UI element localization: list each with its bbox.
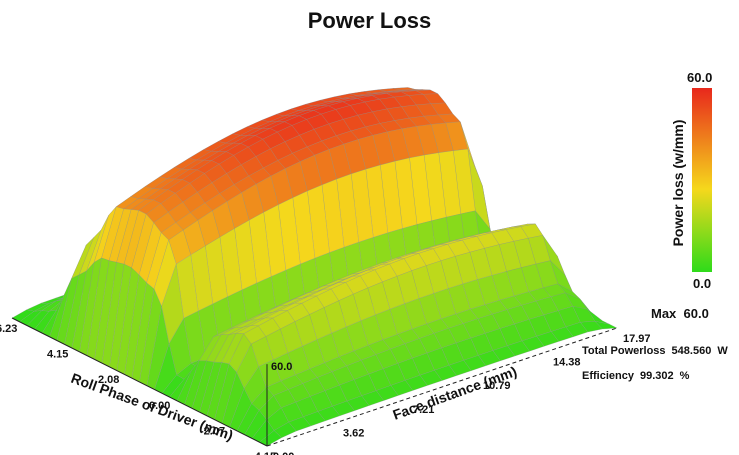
y-tick-label: 7.21 <box>413 404 434 416</box>
colorbar <box>692 88 712 272</box>
colorbar-max-label: 60.0 <box>687 70 713 85</box>
total-powerloss: Total Powerloss 548.560 W <box>582 345 728 357</box>
y-tick-label: 14.38 <box>553 357 581 369</box>
surface-layer <box>11 87 618 447</box>
chart-title: Power Loss <box>307 8 432 33</box>
max-value: 60.0 <box>683 306 709 321</box>
max-label: Max <box>651 306 677 321</box>
colorbar-min-label: 0.0 <box>693 276 712 291</box>
y-tick-label: 0.00 <box>273 451 294 455</box>
x-tick-label: 6.23 <box>0 323 17 335</box>
x-tick-label: 0.00 <box>149 400 170 412</box>
x-axis-line <box>11 317 268 447</box>
y-tick-label: 10.79 <box>483 380 511 392</box>
tick-labels: 6.234.152.080.00-2.07-4.150.003.627.2110… <box>0 323 651 455</box>
max-readout: Max 60.0 <box>651 306 709 321</box>
y-tick-label: 17.97 <box>623 333 651 345</box>
efficiency-value: 99.302 <box>639 370 674 382</box>
efficiency: Efficiency 99.302% <box>582 370 690 382</box>
y-tick-label: 3.62 <box>343 427 364 439</box>
y-axis-line <box>266 327 618 447</box>
colorbar-title: Power loss (w/mm) <box>670 119 686 247</box>
x-tick-label: -2.07 <box>200 425 225 437</box>
total-powerloss-value: 548.560 <box>671 345 712 357</box>
z-tick-label: 60.0 <box>271 361 292 373</box>
x-tick-label: 4.15 <box>47 349 68 361</box>
x-tick-label: 2.08 <box>98 374 119 386</box>
x-tick-label: -4.15 <box>251 451 276 455</box>
axes <box>11 317 618 447</box>
